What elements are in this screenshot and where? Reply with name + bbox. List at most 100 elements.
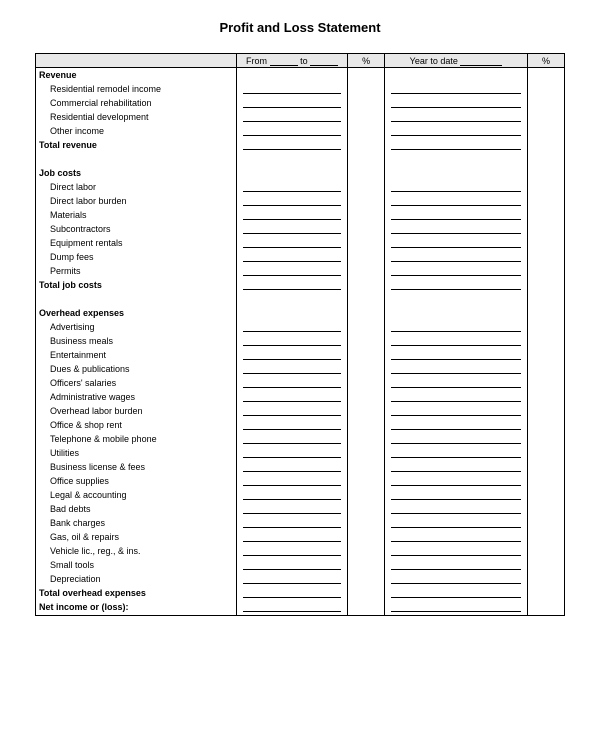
period-blank[interactable] [237,446,348,460]
ytd-blank[interactable] [385,124,528,138]
pct-cell[interactable] [348,418,385,432]
ytd-blank[interactable] [385,544,528,558]
period-blank[interactable] [237,250,348,264]
pct2-cell[interactable] [527,390,564,404]
ytd-blank[interactable] [385,572,528,586]
period-blank[interactable] [237,376,348,390]
period-blank[interactable] [237,544,348,558]
pct-cell[interactable] [348,236,385,250]
pct-cell[interactable] [348,586,385,600]
ytd-blank[interactable] [385,502,528,516]
period-blank[interactable] [237,110,348,124]
pct-cell[interactable] [348,390,385,404]
period-blank[interactable] [237,502,348,516]
ytd-blank[interactable] [385,488,528,502]
pct-cell[interactable] [348,516,385,530]
period-blank[interactable] [237,222,348,236]
period-blank[interactable] [237,474,348,488]
pct-cell[interactable] [348,222,385,236]
ytd-total-blank[interactable] [385,138,528,152]
period-blank[interactable] [237,208,348,222]
pct2-cell[interactable] [527,236,564,250]
ytd-blank[interactable] [385,474,528,488]
pct-cell[interactable] [348,348,385,362]
ytd-blank[interactable] [385,446,528,460]
pct-cell[interactable] [348,194,385,208]
ytd-blank[interactable] [385,208,528,222]
ytd-blank[interactable] [385,180,528,194]
pct2-cell[interactable] [527,96,564,110]
period-blank[interactable] [237,236,348,250]
ytd-blank[interactable] [385,250,528,264]
period-blank[interactable] [237,530,348,544]
ytd-blank[interactable] [385,418,528,432]
period-blank[interactable] [237,264,348,278]
ytd-blank[interactable] [385,334,528,348]
pct-cell[interactable] [348,320,385,334]
ytd-blank[interactable] [385,82,528,96]
pct-cell[interactable] [348,334,385,348]
pct2-cell[interactable] [527,320,564,334]
period-blank[interactable] [237,572,348,586]
pct2-cell[interactable] [527,278,564,292]
pct-cell[interactable] [348,376,385,390]
pct-cell[interactable] [348,124,385,138]
pct2-cell[interactable] [527,250,564,264]
period-blank[interactable] [237,96,348,110]
pct-cell[interactable] [348,572,385,586]
period-blank[interactable] [237,460,348,474]
pct-cell[interactable] [348,544,385,558]
period-blank[interactable] [237,334,348,348]
pct2-cell[interactable] [527,474,564,488]
period-total-blank[interactable] [237,586,348,600]
pct-cell[interactable] [348,110,385,124]
pct2-cell[interactable] [527,222,564,236]
pct-cell[interactable] [348,600,385,614]
pct2-cell[interactable] [527,586,564,600]
period-blank[interactable] [237,320,348,334]
period-blank[interactable] [237,432,348,446]
pct-cell[interactable] [348,460,385,474]
ytd-total-blank[interactable] [385,586,528,600]
period-blank[interactable] [237,348,348,362]
ytd-blank[interactable] [385,348,528,362]
pct2-cell[interactable] [527,502,564,516]
pct-cell[interactable] [348,264,385,278]
period-blank[interactable] [237,180,348,194]
pct2-cell[interactable] [527,404,564,418]
ytd-total-blank[interactable] [385,600,528,614]
pct-cell[interactable] [348,82,385,96]
pct2-cell[interactable] [527,348,564,362]
ytd-blank[interactable] [385,404,528,418]
pct2-cell[interactable] [527,82,564,96]
ytd-blank[interactable] [385,362,528,376]
period-blank[interactable] [237,362,348,376]
period-total-blank[interactable] [237,600,348,614]
ytd-blank[interactable] [385,194,528,208]
ytd-blank[interactable] [385,96,528,110]
pct2-cell[interactable] [527,334,564,348]
pct-cell[interactable] [348,250,385,264]
period-blank[interactable] [237,418,348,432]
pct-cell[interactable] [348,138,385,152]
pct2-cell[interactable] [527,124,564,138]
pct-cell[interactable] [348,208,385,222]
ytd-blank[interactable] [385,558,528,572]
pct2-cell[interactable] [527,544,564,558]
period-blank[interactable] [237,124,348,138]
pct-cell[interactable] [348,432,385,446]
pct-cell[interactable] [348,446,385,460]
pct2-cell[interactable] [527,194,564,208]
pct2-cell[interactable] [527,208,564,222]
pct2-cell[interactable] [527,110,564,124]
ytd-blank[interactable] [385,222,528,236]
pct2-cell[interactable] [527,138,564,152]
period-blank[interactable] [237,488,348,502]
period-blank[interactable] [237,558,348,572]
pct2-cell[interactable] [527,264,564,278]
pct2-cell[interactable] [527,516,564,530]
pct-cell[interactable] [348,278,385,292]
pct2-cell[interactable] [527,600,564,614]
pct2-cell[interactable] [527,530,564,544]
pct2-cell[interactable] [527,572,564,586]
